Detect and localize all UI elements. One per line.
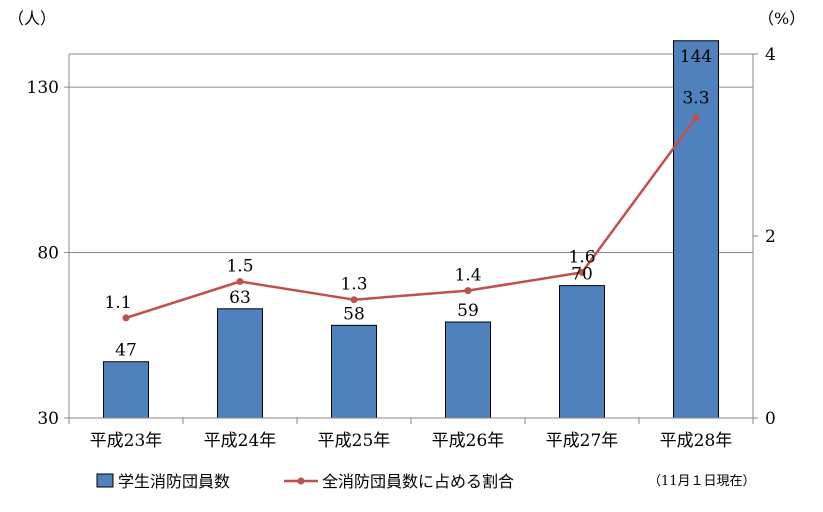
axes: 30 80 130 0 2 4 （人） （%） 平成23年 平成24年 平成25年 平成26年 平成27… (8, 9, 805, 451)
category-label: 平成23年 (90, 431, 163, 451)
legend-line-marker (297, 477, 305, 485)
left-tick-label: 130 (27, 78, 59, 98)
category-label: 平成24年 (204, 431, 277, 451)
left-tick-label: 30 (37, 409, 59, 429)
ratio-value-label: 1.5 (226, 257, 253, 277)
ratio-point-5 (692, 114, 700, 122)
bar-value-label: 144 (680, 47, 712, 67)
legend: 学生消防団員数 全消防団員数に占める割合 （11月１日現在） (96, 472, 756, 491)
date-note: （11月１日現在） (648, 474, 756, 489)
bar-3 (445, 321, 491, 419)
category-label: 平成26年 (432, 431, 505, 451)
right-axis-unit: （%） (758, 9, 805, 28)
right-tick-label: 2 (765, 227, 776, 247)
ratio-value-label: 3.3 (682, 89, 709, 109)
ratio-point-3 (464, 287, 472, 295)
legend-line-label: 全消防団員数に占める割合 (322, 472, 514, 491)
bar-series (103, 40, 719, 419)
ratio-line (125, 116, 698, 320)
line-series (122, 114, 700, 322)
ratio-point-0 (122, 314, 130, 322)
data-labels: 47 63 58 59 70 144 1.1 1.5 1.3 1.4 1.6 3.3 (104, 47, 712, 361)
ratio-value-label: 1.4 (454, 266, 481, 286)
bar-0 (103, 361, 149, 419)
category-label: 平成27年 (546, 431, 619, 451)
left-tick-label: 80 (37, 244, 59, 264)
right-tick-label: 4 (765, 45, 776, 65)
left-axis-unit: （人） (8, 9, 56, 28)
bar-2 (331, 324, 377, 419)
legend-bar-swatch (96, 473, 114, 488)
gridlines (69, 53, 753, 254)
category-label: 平成25年 (318, 431, 391, 451)
bar-4 (559, 285, 605, 419)
bar-5 (673, 40, 719, 419)
ratio-value-label: 1.3 (340, 275, 367, 295)
bar-value-label: 59 (457, 301, 479, 321)
ratio-value-label: 1.1 (104, 293, 131, 313)
bar-value-label: 63 (229, 288, 251, 308)
legend-bar-label: 学生消防団員数 (118, 472, 230, 491)
ratio-value-label: 1.6 (568, 247, 595, 267)
ratio-point-2 (350, 296, 358, 304)
ratio-point-1 (236, 278, 244, 285)
bar-value-label: 47 (115, 341, 137, 361)
bar-value-label: 58 (343, 304, 365, 324)
right-tick-label: 0 (765, 409, 776, 429)
bar-value-label: 70 (571, 265, 593, 285)
bar-1 (217, 308, 263, 419)
category-label: 平成28年 (660, 431, 733, 451)
ratio-point-4 (578, 268, 586, 276)
